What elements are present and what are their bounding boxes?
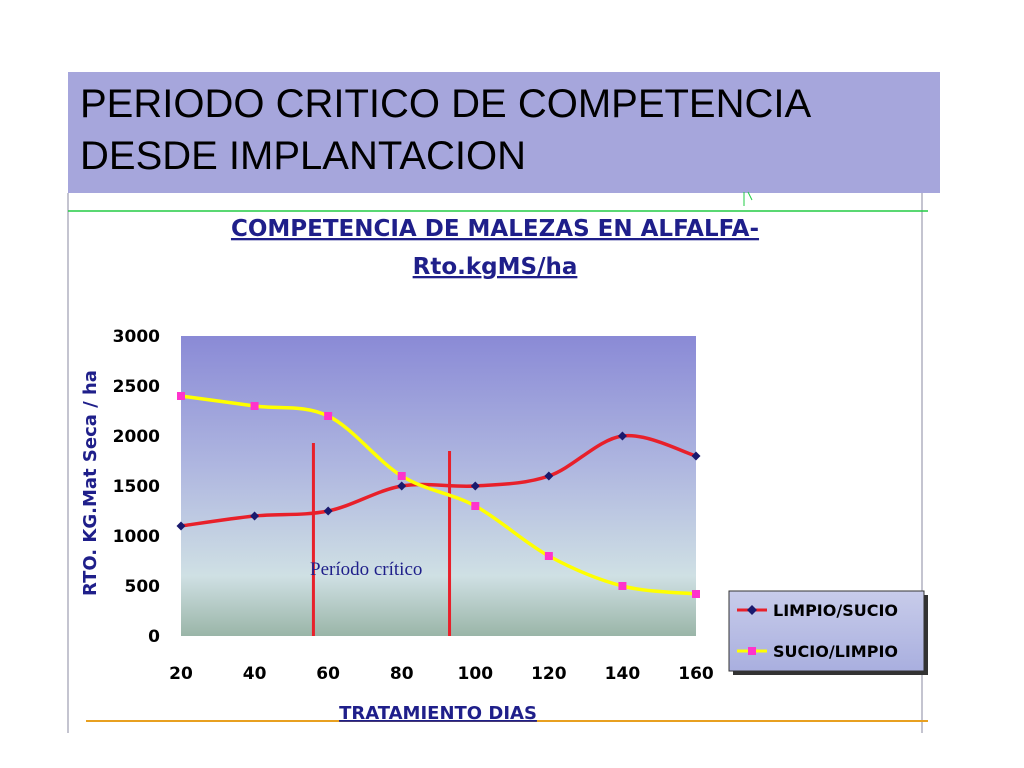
x-tick-label: 80 [390, 664, 414, 684]
data-point-limpio-sucio [397, 481, 407, 491]
legend-label-limpio-sucio: LIMPIO/SUCIO [773, 601, 898, 620]
data-point-sucio-limpio [618, 582, 627, 590]
legend-box [728, 590, 925, 672]
critical-period-label: Período crítico [310, 559, 422, 580]
data-point-limpio-sucio [176, 521, 186, 531]
data-point-limpio-sucio [544, 471, 554, 481]
y-tick-label: 2000 [113, 427, 160, 447]
data-point-sucio-limpio [177, 392, 185, 400]
y-tick-label: 0 [148, 627, 160, 647]
x-tick-label: 40 [243, 664, 267, 684]
data-point-sucio-limpio [692, 590, 700, 598]
series-line-limpio-sucio [180, 433, 697, 528]
y-tick-label: 2500 [113, 377, 160, 397]
chart-title-line-2: Rto.kgMS/ha [413, 254, 578, 280]
data-point-limpio-sucio [250, 511, 260, 521]
x-axis-title: TRATAMIENTO DIAS [339, 703, 537, 724]
data-point-sucio-limpio [250, 402, 259, 410]
x-tick-label: 140 [605, 664, 641, 684]
x-tick-label: 20 [169, 664, 193, 684]
legend-label-sucio-limpio: SUCIO/LIMPIO [773, 642, 898, 661]
data-point-sucio-limpio [397, 472, 406, 480]
chart-title-line-1: COMPETENCIA DE MALEZAS EN ALFALFA- [231, 216, 759, 242]
slide-title-line-2: DESDE IMPLANTACION [80, 134, 526, 178]
data-point-limpio-sucio [691, 451, 701, 461]
y-axis-title: RTO. KG.Mat Seca / ha [80, 370, 101, 596]
x-tick-label: 60 [316, 664, 340, 684]
y-tick-label: 500 [125, 577, 161, 597]
data-point-sucio-limpio [324, 412, 333, 420]
series-line-sucio-limpio [180, 394, 697, 596]
y-tick-label: 1000 [113, 527, 160, 547]
data-point-sucio-limpio [471, 502, 480, 510]
decorative-mark [743, 191, 753, 206]
legend-marker-sucio-limpio [748, 647, 756, 655]
y-tick-label: 1500 [113, 477, 160, 497]
slide-title-box: PERIODO CRITICO DE COMPETENCIA DESDE IMP… [68, 72, 940, 193]
x-tick-label: 120 [531, 664, 567, 684]
slide-title-line-1: PERIODO CRITICO DE COMPETENCIA [80, 82, 812, 126]
x-tick-label: 100 [458, 664, 494, 684]
x-tick-label: 160 [678, 664, 714, 684]
data-point-limpio-sucio [470, 481, 480, 491]
data-point-limpio-sucio [617, 431, 627, 441]
y-tick-label: 3000 [113, 327, 160, 347]
data-point-limpio-sucio [323, 506, 333, 516]
data-point-sucio-limpio [544, 552, 553, 560]
legend-marker-limpio-sucio [747, 605, 757, 615]
